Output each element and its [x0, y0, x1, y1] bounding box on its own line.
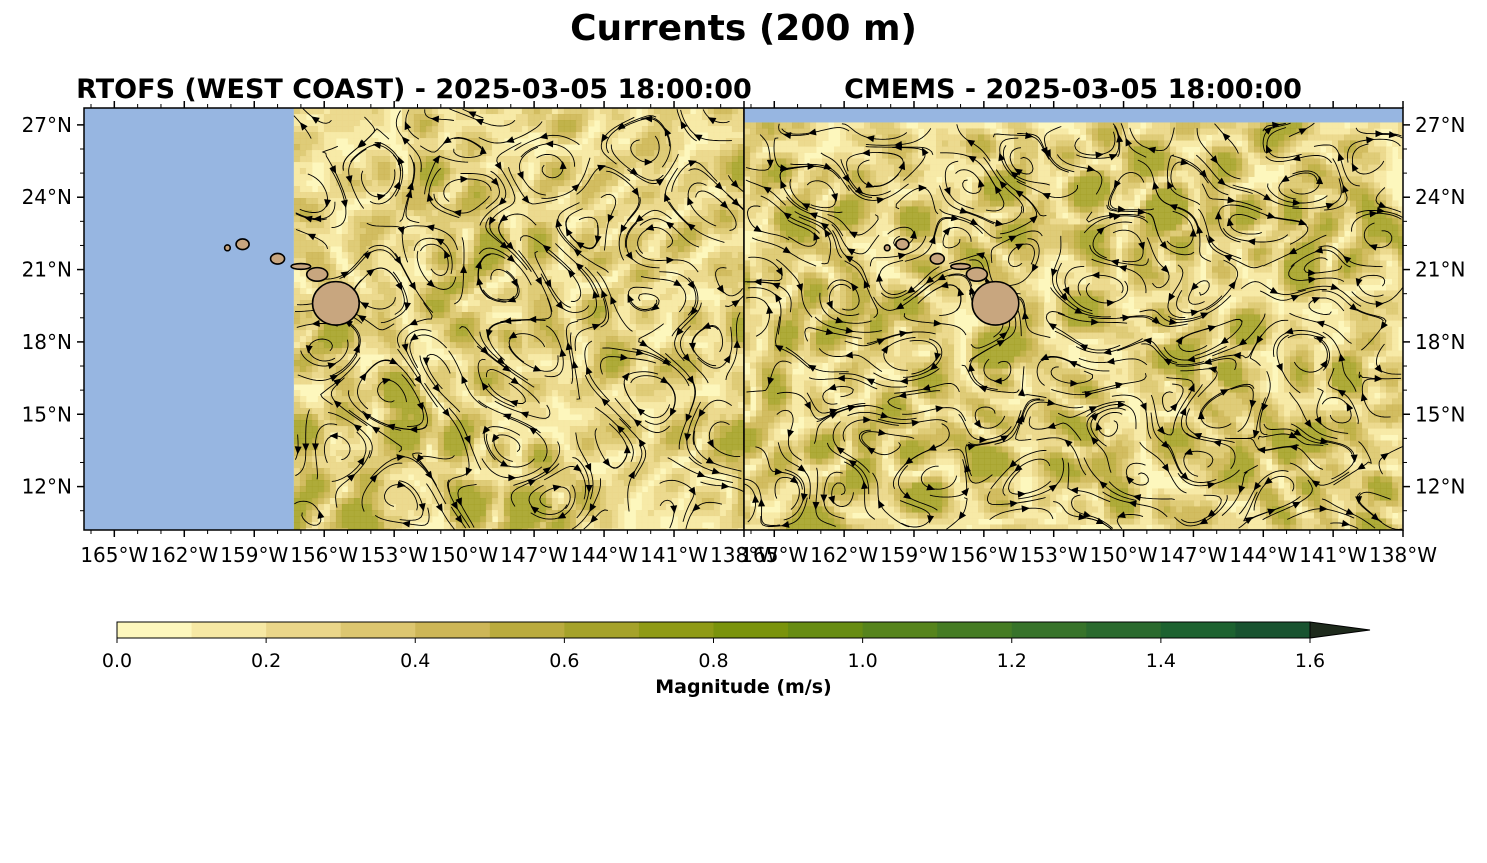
lon-tick-label: 150°W: [430, 543, 498, 567]
lon-tick-label: 141°W: [640, 543, 708, 567]
streamline-arrows: [752, 121, 1398, 528]
lat-tick-label: 27°N: [1415, 113, 1465, 137]
lon-tick-label: 138°W: [710, 543, 778, 567]
colorbar-bin: [713, 622, 789, 638]
island-oahu: [929, 252, 946, 265]
hawaii-land: [223, 238, 360, 326]
lon-tick-label: 162°W: [810, 543, 878, 567]
figure-title: Currents (200 m): [570, 8, 917, 49]
lat-tick-label: 24°N: [1415, 185, 1465, 209]
colorbar-tick-label: 0.0: [102, 650, 132, 672]
lon-tick-label: 156°W: [950, 543, 1018, 567]
colorbar-bin: [1086, 622, 1162, 638]
colorbar-tick-label: 1.4: [1146, 650, 1176, 672]
lon-tick-label: 150°W: [1090, 543, 1158, 567]
lon-tick-label: 144°W: [570, 543, 638, 567]
colorbar-bin: [266, 622, 342, 638]
island-niihau: [883, 244, 891, 252]
colorbar-bin: [564, 622, 640, 638]
colorbar-tick-label: 0.2: [251, 650, 281, 672]
lat-tick-label: 18°N: [1415, 330, 1465, 354]
lon-tick-label: 165°W: [80, 543, 148, 567]
hawaii-land: [883, 238, 1020, 326]
colorbar: 0.0 0.2 0.4 0.6 0.8 1.0 1.2 1.4 1.6: [102, 621, 1371, 672]
colorbar-bin: [117, 622, 193, 638]
island-hawaii: [971, 280, 1020, 326]
colorbar-tick-label: 0.8: [698, 650, 728, 672]
colorbar-bin: [1011, 622, 1087, 638]
streamline-arrows: [294, 111, 741, 528]
panel-frame: [743, 107, 1404, 531]
island-maui: [965, 266, 989, 282]
lat-tick-label: 15°N: [22, 402, 72, 426]
colorbar-bin: [340, 622, 416, 638]
lat-tick-label: 12°N: [1415, 475, 1465, 499]
lon-tick-label: 153°W: [1020, 543, 1088, 567]
colorbar-bin: [788, 622, 864, 638]
colorbar-bin: [415, 622, 491, 638]
island-oahu: [269, 252, 286, 265]
island-maui: [305, 266, 329, 282]
colorbar-tick-label: 1.2: [997, 650, 1027, 672]
lat-tick-label: 21°N: [22, 258, 72, 282]
island-niihau: [223, 244, 232, 252]
lon-tick-label: 165°W: [740, 543, 808, 567]
colorbar-bin: [1160, 622, 1236, 638]
colorbar-tick-label: 1.0: [848, 650, 878, 672]
lat-tick-label: 12°N: [22, 475, 72, 499]
colorbar-bin: [638, 622, 714, 638]
lat-tick-label: 21°N: [1415, 258, 1465, 282]
colorbar-bin: [937, 622, 1013, 638]
lon-tick-label: 159°W: [220, 543, 288, 567]
lon-tick-label: 147°W: [500, 543, 568, 567]
lon-tick-label: 156°W: [290, 543, 358, 567]
colorbar-bin: [1235, 622, 1311, 638]
colorbar-bin: [489, 622, 565, 638]
colorbar-tick-label: 0.4: [400, 650, 430, 672]
island-molokai: [949, 262, 972, 271]
lat-tick-label: 24°N: [22, 185, 72, 209]
lat-tick-label: 27°N: [22, 113, 72, 137]
island-kauai: [235, 238, 250, 251]
magnitude-field: [744, 122, 1403, 530]
lon-tick-label: 141°W: [1299, 543, 1367, 567]
colorbar-bin: [191, 622, 267, 638]
island-kauai: [895, 238, 910, 251]
lon-tick-label: 138°W: [1369, 543, 1437, 567]
lon-tick-label: 153°W: [360, 543, 428, 567]
lon-tick-label: 159°W: [880, 543, 948, 567]
colorbar-tick-label: 1.6: [1295, 650, 1325, 672]
lat-tick-label: 15°N: [1415, 402, 1465, 426]
colorbar-bin: [862, 622, 938, 638]
lon-tick-label: 144°W: [1229, 543, 1297, 567]
lon-tick-label: 162°W: [150, 543, 218, 567]
island-hawaii: [311, 280, 360, 326]
panel-title-cmems: CMEMS - 2025-03-05 18:00:00: [844, 74, 1302, 105]
lat-tick-label: 18°N: [22, 330, 72, 354]
lon-tick-label: 147°W: [1159, 543, 1227, 567]
panel-title-rtofs: RTOFS (WEST COAST) - 2025-03-05 18:00:00: [76, 74, 752, 105]
colorbar-label: Magnitude (m/s): [655, 676, 832, 698]
colorbar-tick-label: 0.6: [549, 650, 579, 672]
island-molokai: [290, 262, 312, 271]
colorbar-extend-arrow: [1309, 621, 1371, 639]
